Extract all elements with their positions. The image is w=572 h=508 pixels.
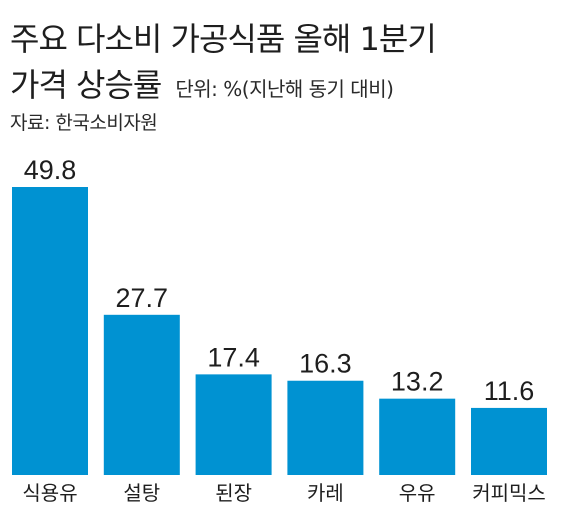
unit-note: 단위: %(지난해 동기 대비) <box>175 77 394 101</box>
source-note: 자료: 한국소비자원 <box>10 112 158 134</box>
category-label: 우유 <box>399 481 436 505</box>
title-line-2: 가격 상승률 <box>10 66 162 104</box>
bar-우유 <box>379 398 456 475</box>
bar-카레 <box>287 380 364 475</box>
bar-식용유 <box>12 187 88 475</box>
value-label: 27.7 <box>116 283 169 313</box>
value-label: 49.8 <box>24 155 77 185</box>
category-label: 설탕 <box>123 481 160 505</box>
category-label: 된장 <box>215 481 252 505</box>
chart-title: 주요 다소비 가공식품 올해 1분기 가격 상승률 단위: %(지난해 동기 대비… <box>10 16 560 112</box>
bar-설탕 <box>103 314 180 475</box>
category-label: 커피믹스 <box>472 481 546 505</box>
value-label: 11.6 <box>484 376 535 406</box>
value-label: 16.3 <box>299 349 352 379</box>
category-label: 카레 <box>307 481 344 505</box>
title-line-1: 주요 다소비 가공식품 올해 1분기 <box>10 20 437 58</box>
bar-된장 <box>195 374 272 475</box>
value-label: 13.2 <box>391 367 444 397</box>
category-label: 식용유 <box>22 481 77 505</box>
bar-커피믹스 <box>471 407 547 475</box>
value-label: 17.4 <box>207 342 260 372</box>
